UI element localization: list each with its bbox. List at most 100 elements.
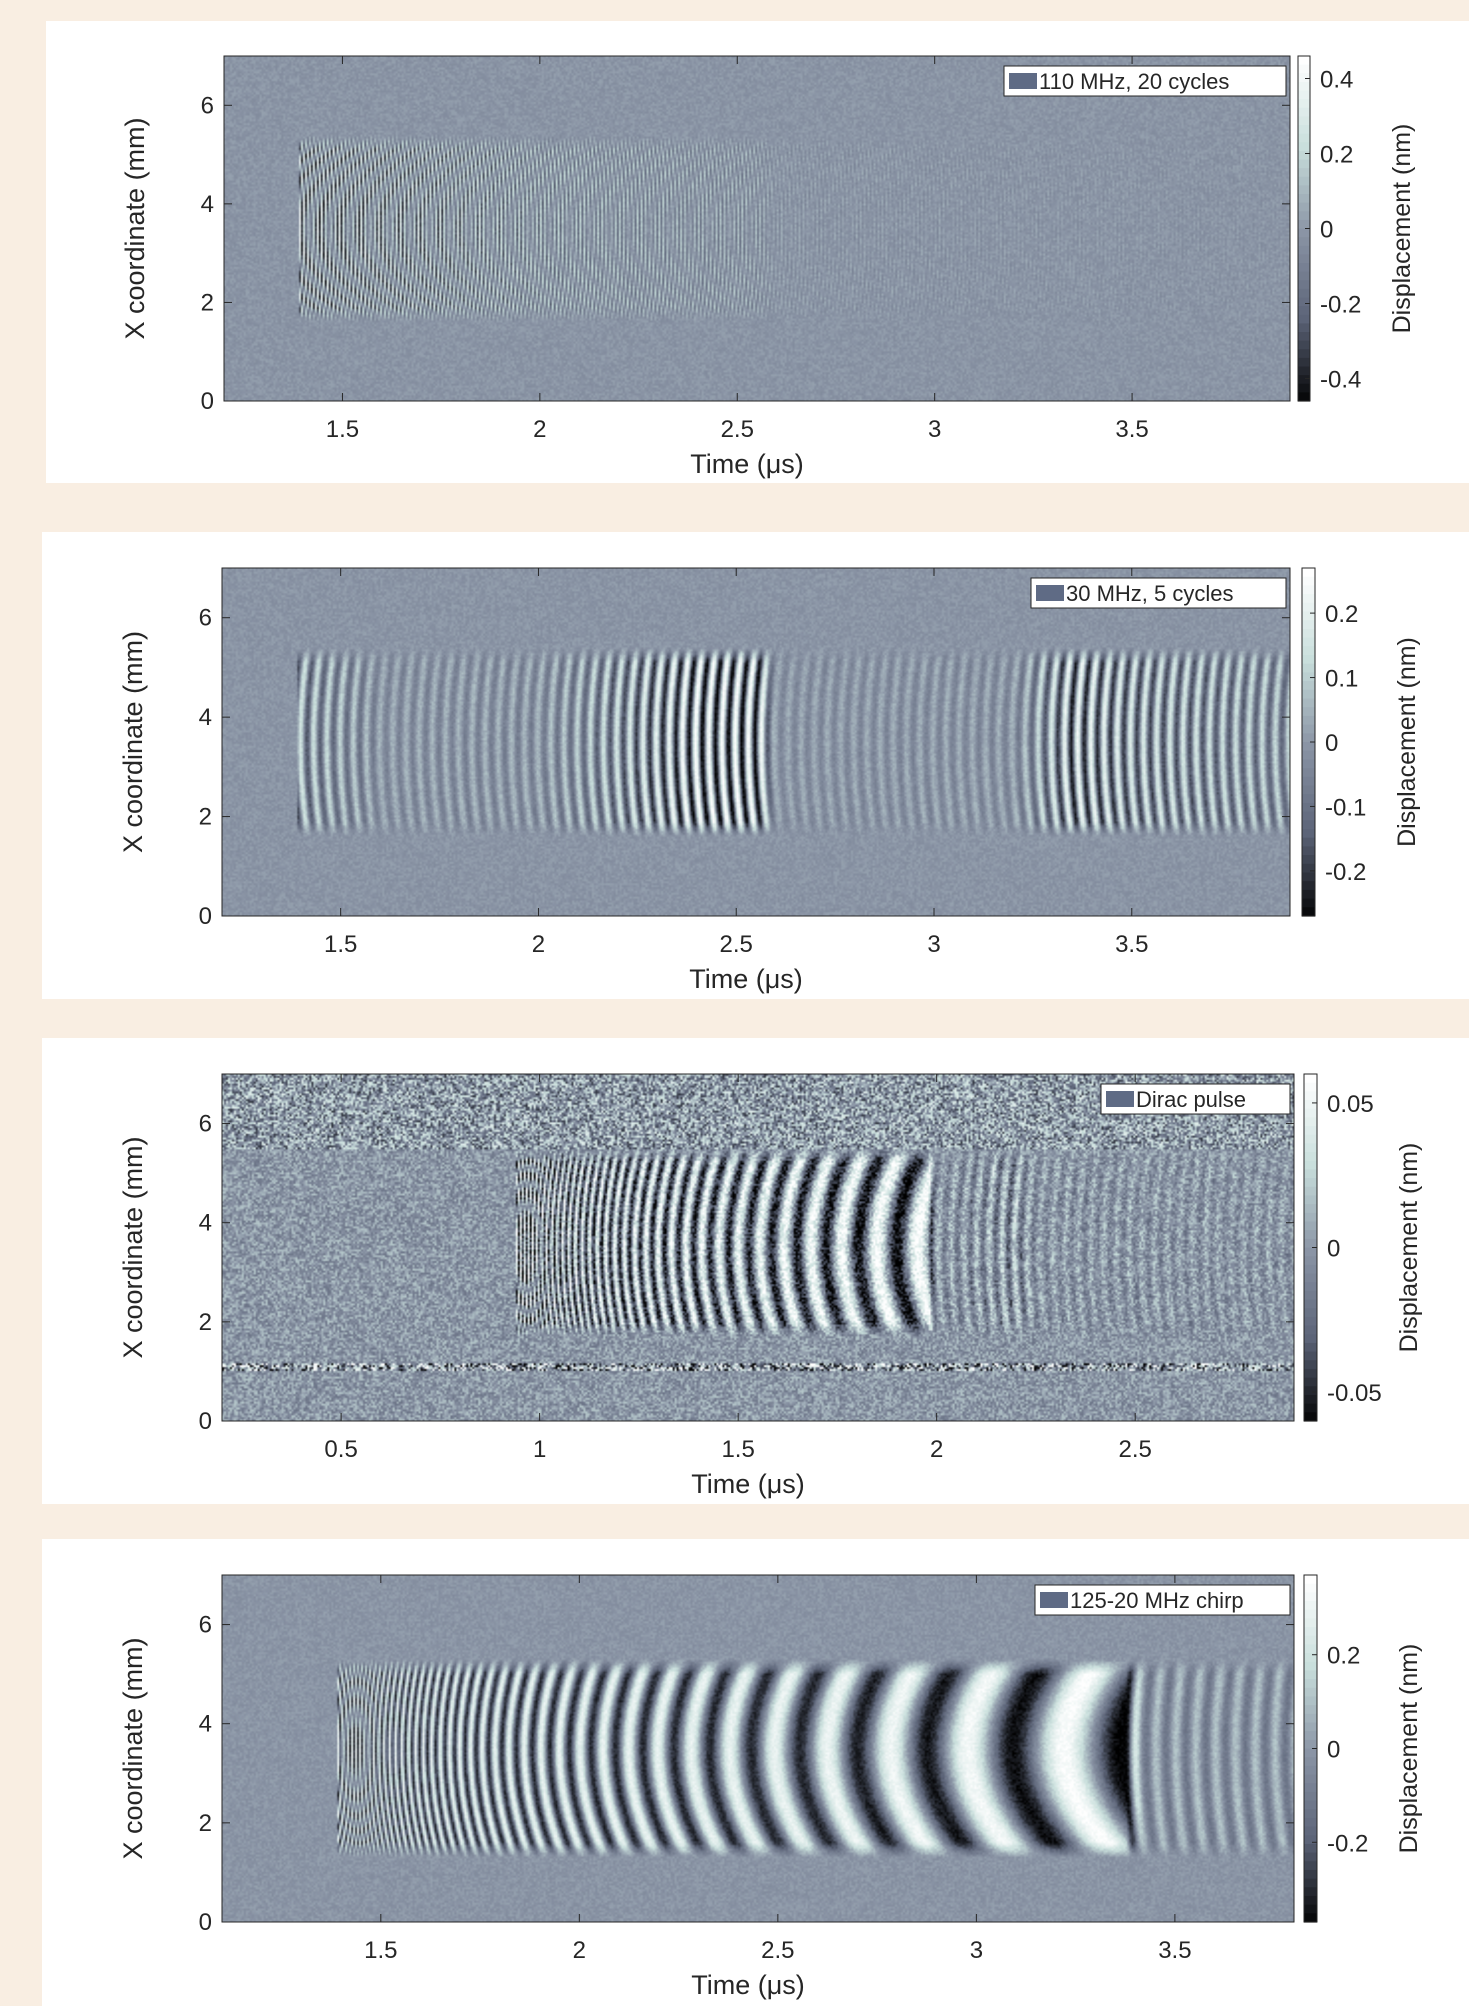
colorbar-tick-label: 0.4 [1320, 67, 1353, 94]
colorbar-segment [1304, 1351, 1317, 1361]
colorbar-segment [1304, 1186, 1317, 1197]
y-tick-label: 6 [199, 605, 212, 632]
colorbar-segment [1302, 715, 1315, 726]
colorbar-segment [1304, 1126, 1317, 1136]
colorbar-segment [1298, 176, 1310, 186]
x-tick-label: 3.5 [1115, 931, 1148, 958]
colorbar-segment [1304, 1748, 1317, 1758]
colorbar-segment [1304, 1618, 1317, 1628]
colorbar-segment [1302, 611, 1315, 621]
colorbar-tick-label: -0.2 [1320, 292, 1361, 319]
y-tick-label: 2 [199, 804, 212, 831]
colorbar-segment [1298, 159, 1310, 169]
y-tick-label: 2 [199, 1309, 212, 1336]
colorbar-segment [1304, 1264, 1317, 1275]
colorbar-tick-label: -0.1 [1325, 794, 1366, 821]
colorbar-segment [1304, 1627, 1317, 1637]
colorbar-segment [1302, 855, 1315, 865]
colorbar-segment [1304, 1117, 1317, 1127]
colorbar-segment [1298, 99, 1310, 109]
x-tick-label: 2 [532, 931, 545, 958]
colorbar-tick-label: 0 [1325, 730, 1338, 757]
colorbar-segment [1298, 288, 1310, 299]
heatmap-field [222, 1074, 1294, 1421]
colorbar-segment [1304, 1904, 1317, 1914]
colorbar-segment [1298, 90, 1310, 100]
colorbar-segment [1298, 306, 1310, 316]
colorbar-segment [1302, 707, 1315, 717]
x-tick-label: 2.5 [721, 416, 754, 443]
colorbar-segment [1304, 1334, 1317, 1344]
x-tick-label: 2.5 [1118, 1436, 1151, 1463]
colorbar-segment [1302, 733, 1315, 743]
y-tick-label: 4 [201, 191, 214, 218]
colorbar-segment [1302, 785, 1315, 795]
colorbar-segment [1302, 837, 1315, 847]
colorbar-tick-label: 0 [1327, 1236, 1340, 1263]
colorbar-tick-label: -0.05 [1327, 1380, 1382, 1407]
colorbar-tick-label: -0.2 [1325, 859, 1366, 886]
colorbar-segment [1304, 1412, 1317, 1422]
colorbar-segment [1302, 820, 1315, 830]
colorbar-tick-label: 0 [1327, 1737, 1340, 1764]
colorbar-segment [1298, 116, 1310, 126]
colorbar-segment [1298, 392, 1310, 402]
panel-1: 1.5 2 2.5 3 3.5 0 2 4 6 Time (μs) X coordinate (mm… [46, 21, 1469, 483]
panel-4: 1.5 2 2.5 3 3.5 0 2 4 6 Time (μs) X coordinate (mm… [42, 1539, 1469, 2006]
colorbar-segment [1302, 698, 1315, 708]
colorbar-segment [1304, 1091, 1317, 1101]
colorbar-label: Displacement (nm) [1395, 1644, 1423, 1854]
colorbar-segment [1302, 768, 1315, 778]
colorbar-segment [1298, 357, 1310, 368]
colorbar-segment [1304, 1800, 1317, 1810]
plot-frame [221, 1073, 1295, 1422]
legend-swatch [1036, 585, 1064, 601]
colorbar-segment [1304, 1273, 1317, 1283]
colorbar-segment [1298, 56, 1310, 66]
colorbar-segment [1302, 759, 1315, 769]
colorbar-segment [1304, 1108, 1317, 1118]
colorbar-segment [1302, 846, 1315, 856]
y-axis-label: X coordinate (mm) [118, 1136, 148, 1358]
x-tick-label: 3.5 [1158, 1937, 1191, 1964]
colorbar-segment [1304, 1238, 1317, 1249]
colorbar-segment [1298, 211, 1310, 221]
colorbar-segment [1304, 1575, 1317, 1585]
colorbar-segment [1304, 1290, 1317, 1301]
colorbar-tick-label: 0.2 [1325, 601, 1358, 628]
colorbar-segment [1298, 271, 1310, 281]
colorbar-segment [1302, 672, 1315, 682]
colorbar [1304, 1575, 1317, 1923]
colorbar-segment [1304, 1377, 1317, 1387]
y-tick-label: 6 [199, 1111, 212, 1138]
colorbar-segment [1304, 1843, 1317, 1854]
colorbar-segment [1304, 1195, 1317, 1205]
y-tick-label: 0 [201, 388, 214, 415]
colorbar-segment [1304, 1705, 1317, 1715]
colorbar-segment [1304, 1895, 1317, 1906]
x-axis-label: Time (μs) [691, 1970, 805, 2000]
colorbar-segment [1304, 1826, 1317, 1836]
colorbar-segment [1304, 1696, 1317, 1706]
legend-box [1003, 65, 1287, 97]
colorbar-segment [1304, 1653, 1317, 1663]
colorbar-segment [1304, 1221, 1317, 1231]
colorbar-segment [1298, 280, 1310, 290]
heatmap-field [222, 568, 1290, 916]
colorbar-segment [1304, 1644, 1317, 1654]
colorbar-segment [1298, 263, 1310, 273]
colorbar-tick-label: 0 [1320, 217, 1333, 244]
colorbar-segment [1298, 202, 1310, 212]
panel-2: 1.5 2 2.5 3 3.5 0 2 4 6 Time (μs) X coordinate (mm… [42, 532, 1469, 999]
colorbar-segment [1302, 881, 1315, 891]
colorbar-segment [1304, 1774, 1317, 1784]
colorbar-segment [1304, 1670, 1317, 1680]
colorbar-segment [1298, 64, 1310, 74]
colorbar-segment [1302, 872, 1315, 882]
colorbar-segment [1298, 73, 1310, 83]
colorbar-segment [1298, 133, 1310, 143]
colorbar-segment [1304, 1809, 1317, 1819]
colorbar-segment [1304, 1887, 1317, 1897]
colorbar-label: Displacement (nm) [1388, 124, 1416, 334]
colorbar-segment [1304, 1687, 1317, 1698]
